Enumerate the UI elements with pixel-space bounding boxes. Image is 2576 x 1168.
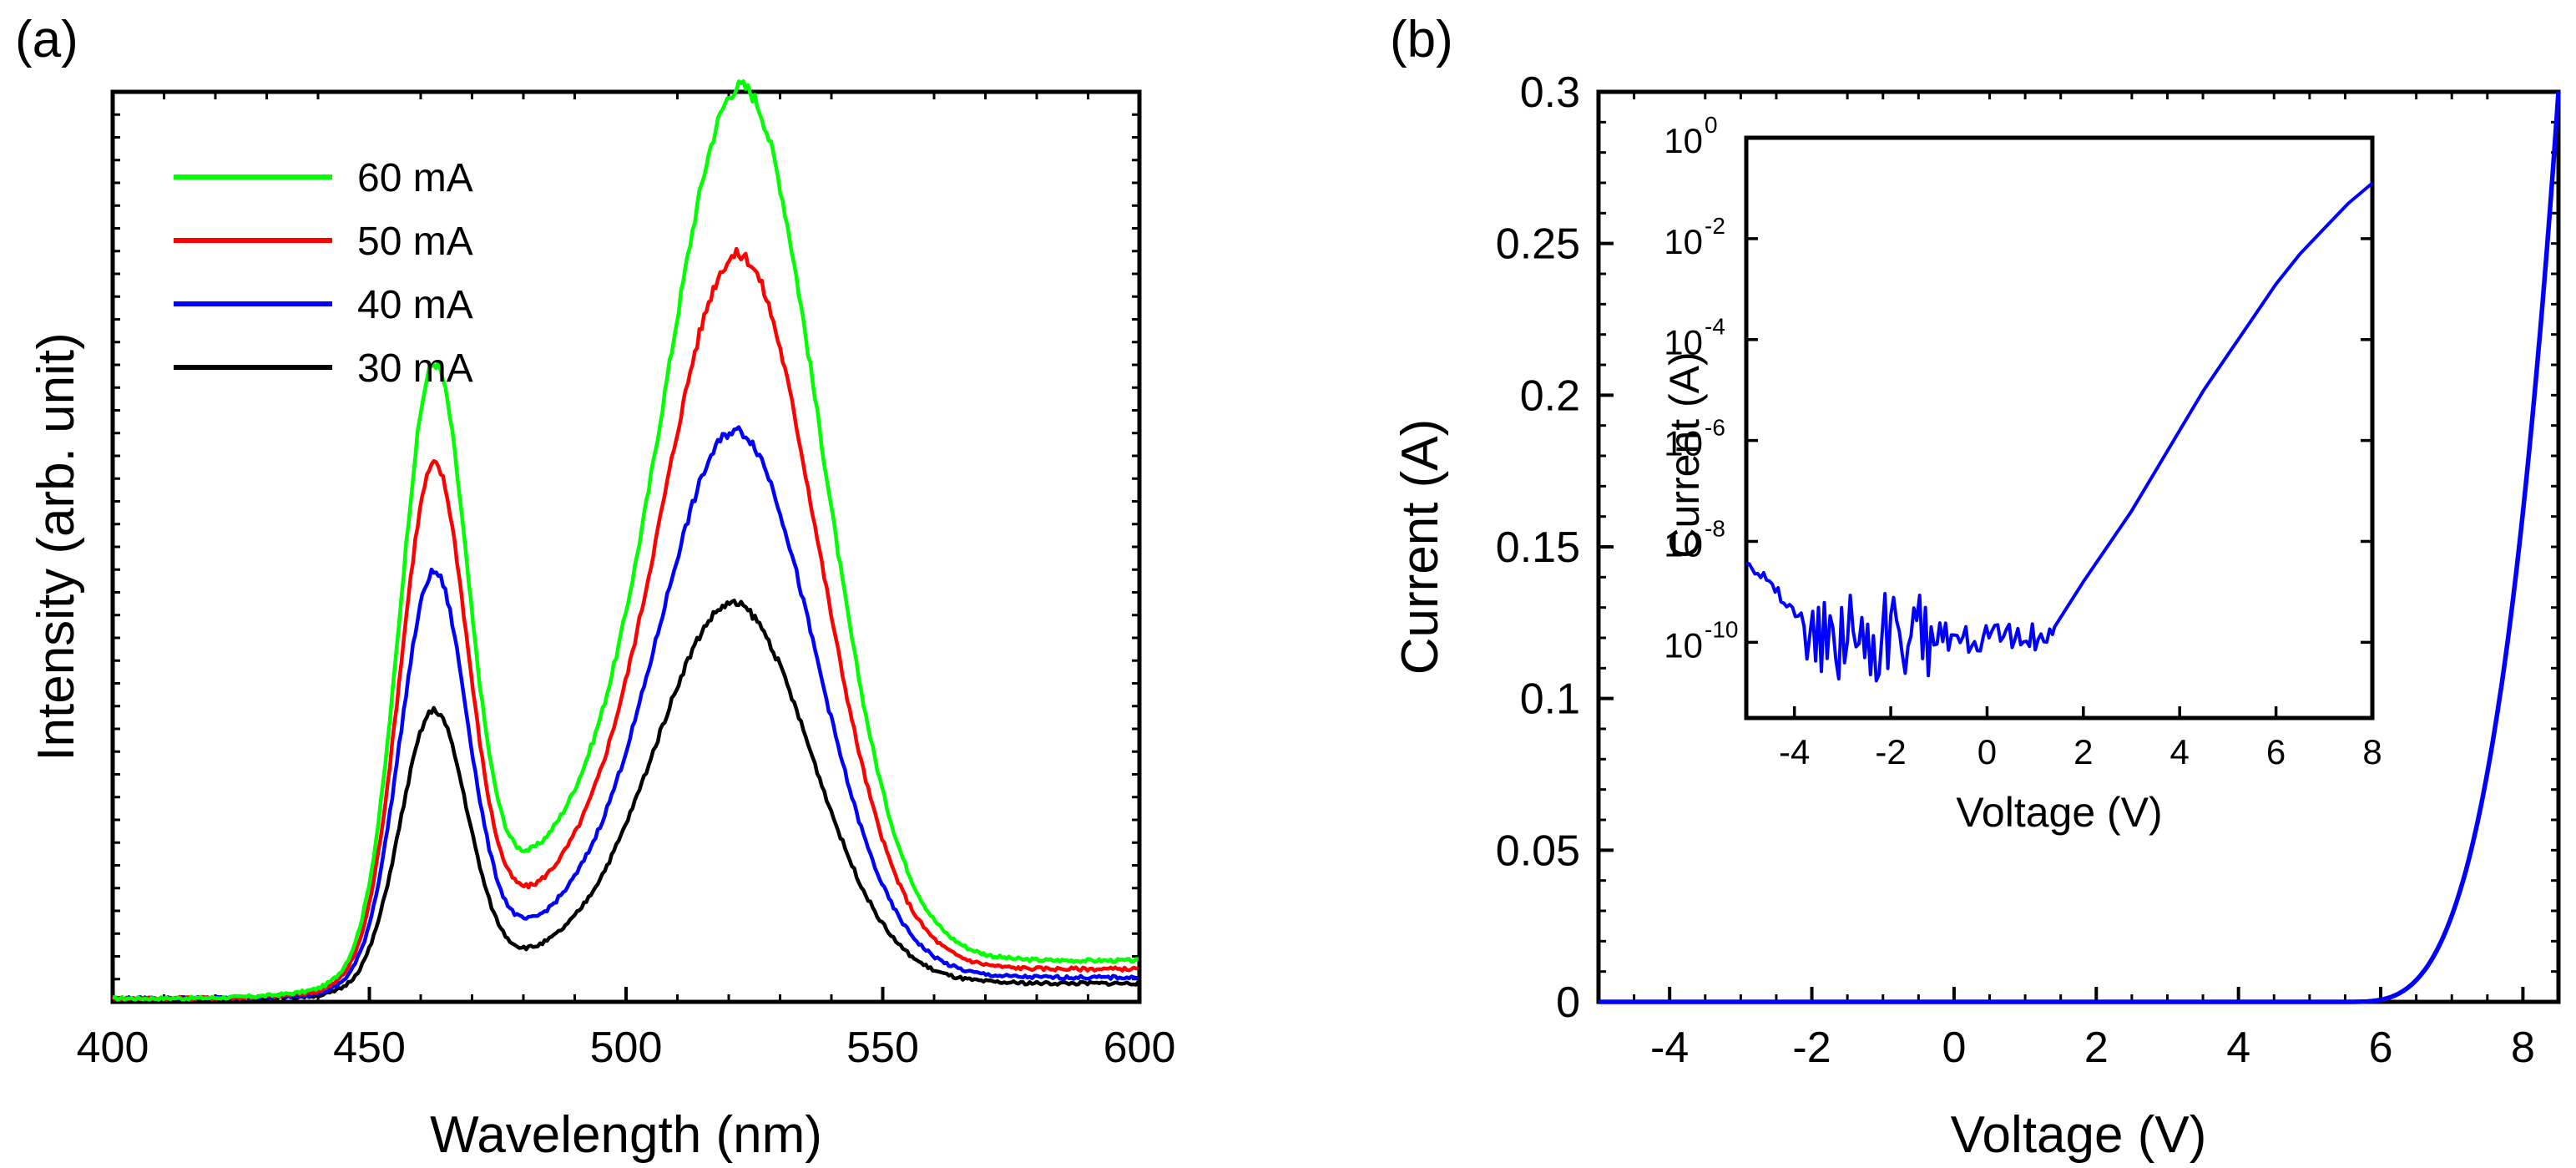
panel-a: (a) 400 450 500 550 600 60 mA 50 mA 40 mA 30 mA… [15, 11, 1175, 1164]
y-ticks-b: 0 0.05 0.1 0.15 0.2 0.25 0.3 [1496, 68, 2558, 1027]
inset-x-tick-label: 0 [1977, 732, 1997, 771]
x-tick-label-b: 2 [2084, 1024, 2109, 1072]
inset-x-tick-label: 8 [2362, 732, 2382, 771]
y-tick-label-b: 0.25 [1496, 220, 1580, 269]
x-tick-label-a: 550 [846, 1024, 919, 1072]
y-axis-title-b: Current (A) [1392, 419, 1449, 675]
x-axis-title-b: Voltage (V) [1951, 1106, 2207, 1164]
x-tick-label-b: 0 [1942, 1024, 1966, 1072]
plot-frame-a [110, 89, 1142, 1004]
inset-x-axis-title: Voltage (V) [1956, 789, 2162, 836]
inset-y-tick-exponent: 0 [1705, 112, 1718, 138]
x-tick-label-b: 8 [2511, 1024, 2535, 1072]
inset-x-tick-label: 6 [2266, 732, 2286, 771]
inset-y-tick-label: 10 [1664, 121, 1703, 160]
x-tick-label-b: -4 [1650, 1024, 1689, 1072]
inset-x-ticks: -4 -2 0 2 4 6 8 [1779, 706, 2382, 771]
inset-x-tick-label: -2 [1875, 732, 1906, 771]
x-tick-label-b: 4 [2226, 1024, 2250, 1072]
panel-label-b: (b) [1390, 11, 1453, 68]
inset-y-tick-label: 10 [1664, 524, 1703, 564]
x-tick-label-a: 400 [77, 1024, 149, 1072]
y-tick-label-b: 0 [1556, 978, 1580, 1027]
iv-curve [1599, 91, 2561, 1004]
x-ticks-b: -4 -2 0 2 4 6 8 [1633, 92, 2535, 1072]
inset-series [1745, 181, 2374, 683]
legend-a: 60 mA 50 mA 40 mA 30 mA [174, 156, 473, 391]
spectrum-line-40-ma [111, 425, 1139, 1002]
spectrum-line-50-ma [111, 246, 1139, 1002]
inset-y-tick-exponent: -8 [1705, 515, 1725, 541]
panel-b: (b) -4 -2 0 2 4 6 8 0 0.05 0.1 0.15 0.2 0.25 0.3 Vol… [1390, 11, 2561, 1164]
y-tick-label-b: 0.2 [1520, 372, 1580, 420]
series-b [1599, 91, 2561, 1004]
spectrum-line-30-ma [112, 598, 1140, 1002]
inset-y-axis-title: Current (A) [1661, 351, 1708, 558]
inset-x-tick-label: 2 [2073, 732, 2093, 771]
x-axis-title-a: Wavelength (nm) [430, 1106, 822, 1164]
x-tick-label-a: 450 [333, 1024, 406, 1072]
inset-log-iv-curve [1745, 181, 2374, 683]
inset-y-tick-label: 10 [1664, 323, 1703, 362]
y-tick-label-b: 0.1 [1520, 675, 1580, 724]
legend-label: 40 mA [357, 283, 473, 327]
legend-label: 50 mA [357, 220, 473, 264]
inset-y-tick-exponent: -10 [1705, 616, 1738, 642]
spectrum-line-60-ma [112, 79, 1139, 1002]
legend-label: 60 mA [357, 156, 473, 200]
inset-y-tick-label: 10 [1664, 625, 1703, 665]
inset-y-tick-label: 10 [1664, 424, 1703, 463]
inset-y-tick-exponent: -2 [1705, 213, 1725, 239]
x-tick-label-b: -2 [1792, 1024, 1831, 1072]
y-tick-label-b: 0.3 [1520, 68, 1580, 117]
panel-label-a: (a) [15, 11, 78, 68]
inset-y-tick-exponent: -4 [1705, 314, 1725, 340]
inset-x-tick-label: -4 [1779, 732, 1810, 771]
x-tick-label-a: 500 [590, 1024, 663, 1072]
inset-y-tick-exponent: -6 [1705, 415, 1725, 441]
legend-label: 30 mA [357, 346, 473, 391]
inset-x-tick-label: 4 [2170, 732, 2190, 771]
y-tick-label-b: 0.05 [1496, 827, 1580, 875]
x-tick-label-a: 600 [1104, 1024, 1176, 1072]
inset-y-tick-label: 10 [1664, 222, 1703, 261]
x-tick-label-b: 6 [2369, 1024, 2393, 1072]
series-a [111, 79, 1140, 1002]
y-tick-label-b: 0.15 [1496, 523, 1580, 572]
y-axis-title-a: Intensity (arb. unit) [28, 332, 85, 761]
